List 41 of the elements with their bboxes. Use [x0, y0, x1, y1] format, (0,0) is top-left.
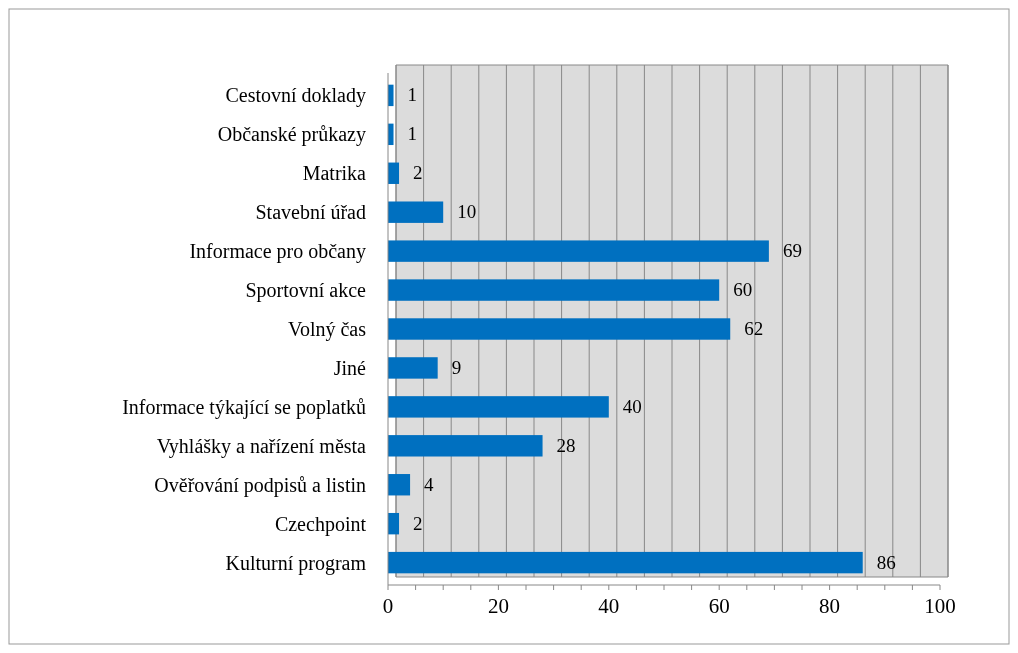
bar: [388, 435, 543, 457]
bar: [388, 279, 720, 301]
data-label: 2: [413, 162, 423, 184]
data-label: 86: [876, 551, 896, 573]
y-tick-label: Cestovní doklady: [225, 84, 366, 108]
data-label: 62: [744, 318, 764, 339]
x-tick-label: 20: [487, 594, 509, 618]
data-label: 40: [622, 395, 642, 417]
bar: [388, 474, 411, 496]
y-tick-label: Vyhlášky a nařízení města: [156, 434, 367, 458]
y-tick-label: Stavební úřad: [255, 201, 366, 224]
data-label: 1: [407, 123, 418, 145]
data-label: 69: [782, 240, 802, 262]
data-label: 9: [451, 356, 462, 378]
x-tick-label: 80: [819, 594, 841, 618]
x-tick-label: 40: [598, 594, 620, 618]
y-tick-label: Informace týkající se poplatků: [122, 395, 366, 419]
bar: [388, 318, 731, 340]
data-label: 2: [413, 512, 423, 534]
bar: [388, 396, 609, 418]
bar: [388, 240, 769, 262]
y-tick-label: Informace pro občany: [189, 240, 366, 264]
x-tick-label: 60: [708, 594, 730, 618]
data-label: 1: [407, 84, 418, 106]
y-tick-label: Czechpoint: [274, 512, 367, 536]
y-tick-label: Kulturní program: [225, 551, 367, 575]
data-label: 4: [424, 473, 435, 495]
x-tick-label: 0: [382, 594, 394, 618]
y-tick-label: Volný čas: [288, 318, 367, 341]
y-tick-label: Ověřování podpisů a listin: [154, 473, 366, 497]
y-tick-label: Matrika: [302, 162, 367, 185]
bar: [388, 357, 438, 379]
y-tick-label: Občanské průkazy: [217, 123, 366, 147]
data-label: 60: [733, 279, 753, 301]
x-tick-label: 100: [924, 594, 956, 618]
data-label: 10: [457, 201, 477, 223]
y-tick-label: Sportovní akce: [245, 279, 367, 303]
y-tick-label: Jiné: [333, 356, 367, 379]
bar: [388, 551, 863, 574]
bar: [388, 201, 444, 223]
data-label: 28: [556, 434, 576, 456]
